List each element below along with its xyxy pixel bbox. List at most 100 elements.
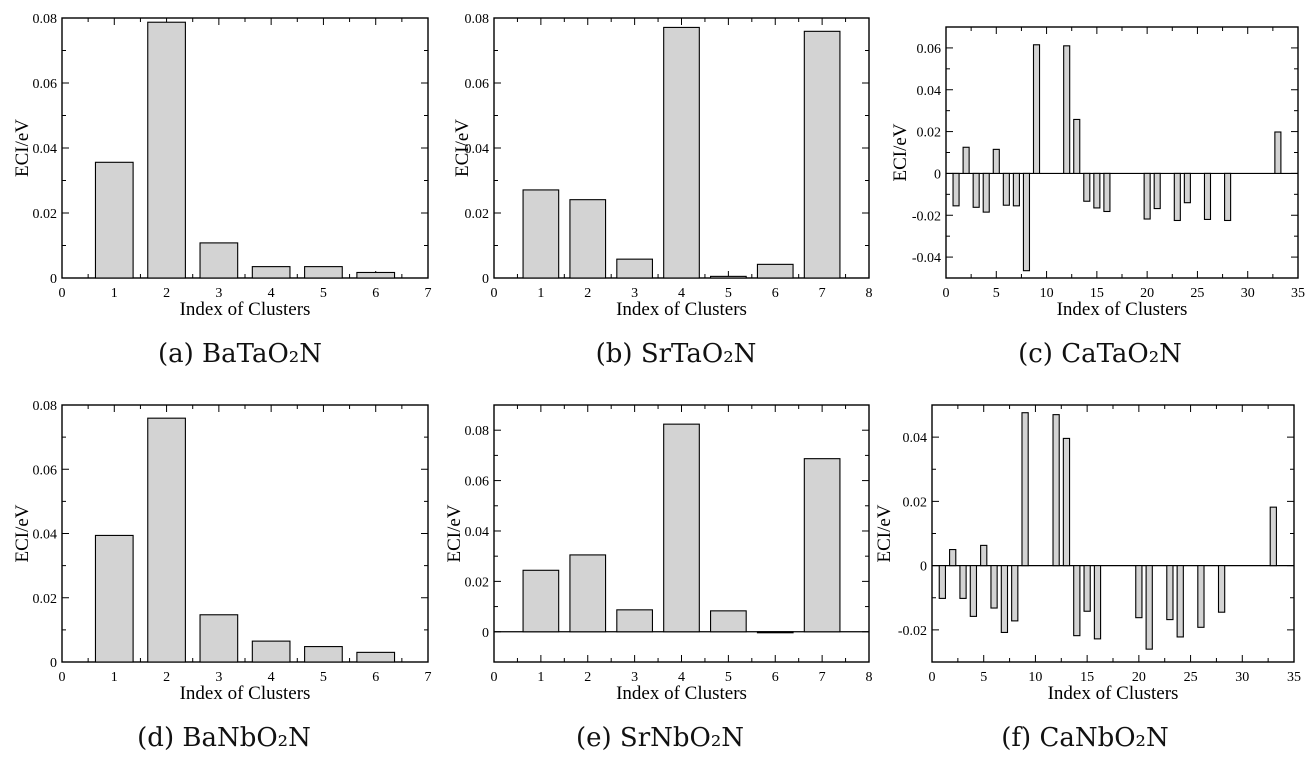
bar-e-3 xyxy=(616,609,653,633)
y-tick-label-b-3: 0.06 xyxy=(465,77,490,92)
caption-b: (b) SrTaO₂N xyxy=(596,339,757,369)
chart-panel-b: 0 1 2 3 4 5 6 7 8 0 0.02 0.04 0.06 0.08 Index of Clust… xyxy=(452,12,873,369)
x-tick-label-f-6: 30 xyxy=(1235,670,1249,685)
caption-d: (d) BaNbO₂N xyxy=(137,723,311,753)
y-tick-label-d-2: 0.04 xyxy=(33,528,58,543)
bar-c-8 xyxy=(1022,172,1031,272)
x-tick-label-a-3: 3 xyxy=(215,286,222,301)
bar-c-20 xyxy=(1143,172,1151,220)
bar-f-5 xyxy=(980,544,988,567)
x-tick-label-b-4: 4 xyxy=(678,286,685,301)
x-tick-label-f-7: 35 xyxy=(1287,670,1301,685)
y-tick-label-b-2: 0.04 xyxy=(465,142,490,157)
x-tick-label-f-0: 0 xyxy=(929,670,936,685)
bar-b-7 xyxy=(803,30,841,279)
x-axis-label-c: Index of Clusters xyxy=(1057,299,1188,320)
x-tick-label-f-1: 5 xyxy=(980,670,987,685)
x-tick-label-a-2: 2 xyxy=(163,286,170,301)
bar-b-3 xyxy=(616,258,653,279)
y-tick-label-e-3: 0.06 xyxy=(465,475,490,490)
chart-panel-d: 0 1 2 3 4 5 6 7 0 0.02 0.04 0.06 0.08 Index of Cluste… xyxy=(12,399,432,753)
bar-f-20 xyxy=(1135,565,1143,619)
y-tick-label-c-4: 0.04 xyxy=(917,84,942,99)
x-tick-label-a-0: 0 xyxy=(59,286,66,301)
x-tick-label-b-5: 5 xyxy=(725,286,732,301)
bar-f-4 xyxy=(969,565,978,617)
bar-c-16 xyxy=(1103,172,1111,213)
x-tick-label-b-2: 2 xyxy=(584,286,591,301)
x-tick-label-b-1: 1 xyxy=(537,286,544,301)
bar-f-21 xyxy=(1145,565,1153,650)
bar-f-15 xyxy=(1083,565,1091,612)
x-tick-label-f-2: 10 xyxy=(1028,670,1042,685)
x-tick-label-d-2: 2 xyxy=(163,670,170,685)
y-tick-label-e-1: 0.02 xyxy=(465,575,490,590)
y-tick-label-f-0: -0.02 xyxy=(898,624,927,639)
bar-e-6 xyxy=(756,631,794,634)
bar-c-6 xyxy=(1002,172,1010,206)
x-axis-label-a: Index of Clusters xyxy=(180,299,311,320)
bar-c-28 xyxy=(1224,172,1232,222)
x-tick-label-d-7: 7 xyxy=(425,670,432,685)
x-tick-label-f-4: 20 xyxy=(1132,670,1146,685)
x-tick-label-c-0: 0 xyxy=(943,286,950,301)
y-tick-label-f-3: 0.04 xyxy=(903,431,928,446)
x-tick-label-d-5: 5 xyxy=(320,670,327,685)
bar-c-14 xyxy=(1083,172,1091,202)
y-tick-label-e-4: 0.08 xyxy=(465,424,490,439)
bar-c-12 xyxy=(1063,45,1071,174)
y-tick-label-e-2: 0.04 xyxy=(465,525,490,540)
bar-d-6 xyxy=(356,651,396,663)
x-axis-label-e: Index of Clusters xyxy=(616,683,747,704)
y-axis-label-a: ECI/eV xyxy=(12,119,33,177)
y-tick-label-b-4: 0.08 xyxy=(465,12,490,27)
x-tick-label-c-3: 15 xyxy=(1090,286,1104,301)
bar-f-26 xyxy=(1197,565,1205,628)
x-tick-label-d-1: 1 xyxy=(111,670,118,685)
bar-f-16 xyxy=(1093,565,1102,640)
bar-f-6 xyxy=(990,565,998,609)
y-axis-label-f: ECI/eV xyxy=(874,504,895,562)
bar-c-26 xyxy=(1203,172,1212,220)
x-tick-label-c-1: 5 xyxy=(993,286,1000,301)
y-tick-label-d-1: 0.02 xyxy=(33,592,58,607)
y-tick-label-f-2: 0.02 xyxy=(903,495,928,510)
bar-b-4 xyxy=(663,26,700,279)
bar-c-33 xyxy=(1274,131,1282,174)
x-axis-label-d: Index of Clusters xyxy=(180,683,311,704)
bar-c-2 xyxy=(962,146,970,174)
bar-c-1 xyxy=(952,172,960,207)
x-axis-label-f: Index of Clusters xyxy=(1048,683,1179,704)
bar-f-2 xyxy=(949,549,957,567)
x-tick-label-b-8: 8 xyxy=(866,286,873,301)
x-tick-label-a-7: 7 xyxy=(425,286,432,301)
bar-c-15 xyxy=(1093,172,1101,209)
x-tick-label-f-3: 15 xyxy=(1080,670,1094,685)
bar-c-21 xyxy=(1153,172,1161,210)
bar-e-2 xyxy=(569,554,607,633)
x-tick-label-b-0: 0 xyxy=(491,286,498,301)
chart-panel-a: 0 1 2 3 4 5 6 7 0 0.02 0.04 0.06 0.08 Index of Cluste… xyxy=(12,12,432,369)
y-tick-label-c-2: 0 xyxy=(934,167,941,182)
x-tick-label-e-0: 0 xyxy=(491,670,498,685)
x-tick-label-d-0: 0 xyxy=(59,670,66,685)
y-tick-label-a-3: 0.06 xyxy=(33,77,58,92)
x-tick-label-d-4: 4 xyxy=(268,670,275,685)
bar-d-4 xyxy=(251,640,291,663)
y-tick-label-c-0: -0.04 xyxy=(912,251,941,266)
x-tick-label-d-3: 3 xyxy=(215,670,222,685)
bar-b-2 xyxy=(569,199,607,279)
y-tick-label-b-1: 0.02 xyxy=(465,207,490,222)
x-tick-label-c-6: 30 xyxy=(1241,286,1255,301)
bar-f-8 xyxy=(1011,565,1019,622)
plot-frame-f xyxy=(931,404,1295,663)
x-tick-label-e-6: 6 xyxy=(772,670,779,685)
bar-a-6 xyxy=(356,271,396,279)
y-tick-label-f-1: 0 xyxy=(920,560,927,575)
bar-f-12 xyxy=(1052,414,1060,567)
x-tick-label-e-5: 5 xyxy=(725,670,732,685)
x-tick-label-e-3: 3 xyxy=(631,670,638,685)
bar-e-4 xyxy=(663,423,700,633)
x-tick-label-a-1: 1 xyxy=(111,286,118,301)
